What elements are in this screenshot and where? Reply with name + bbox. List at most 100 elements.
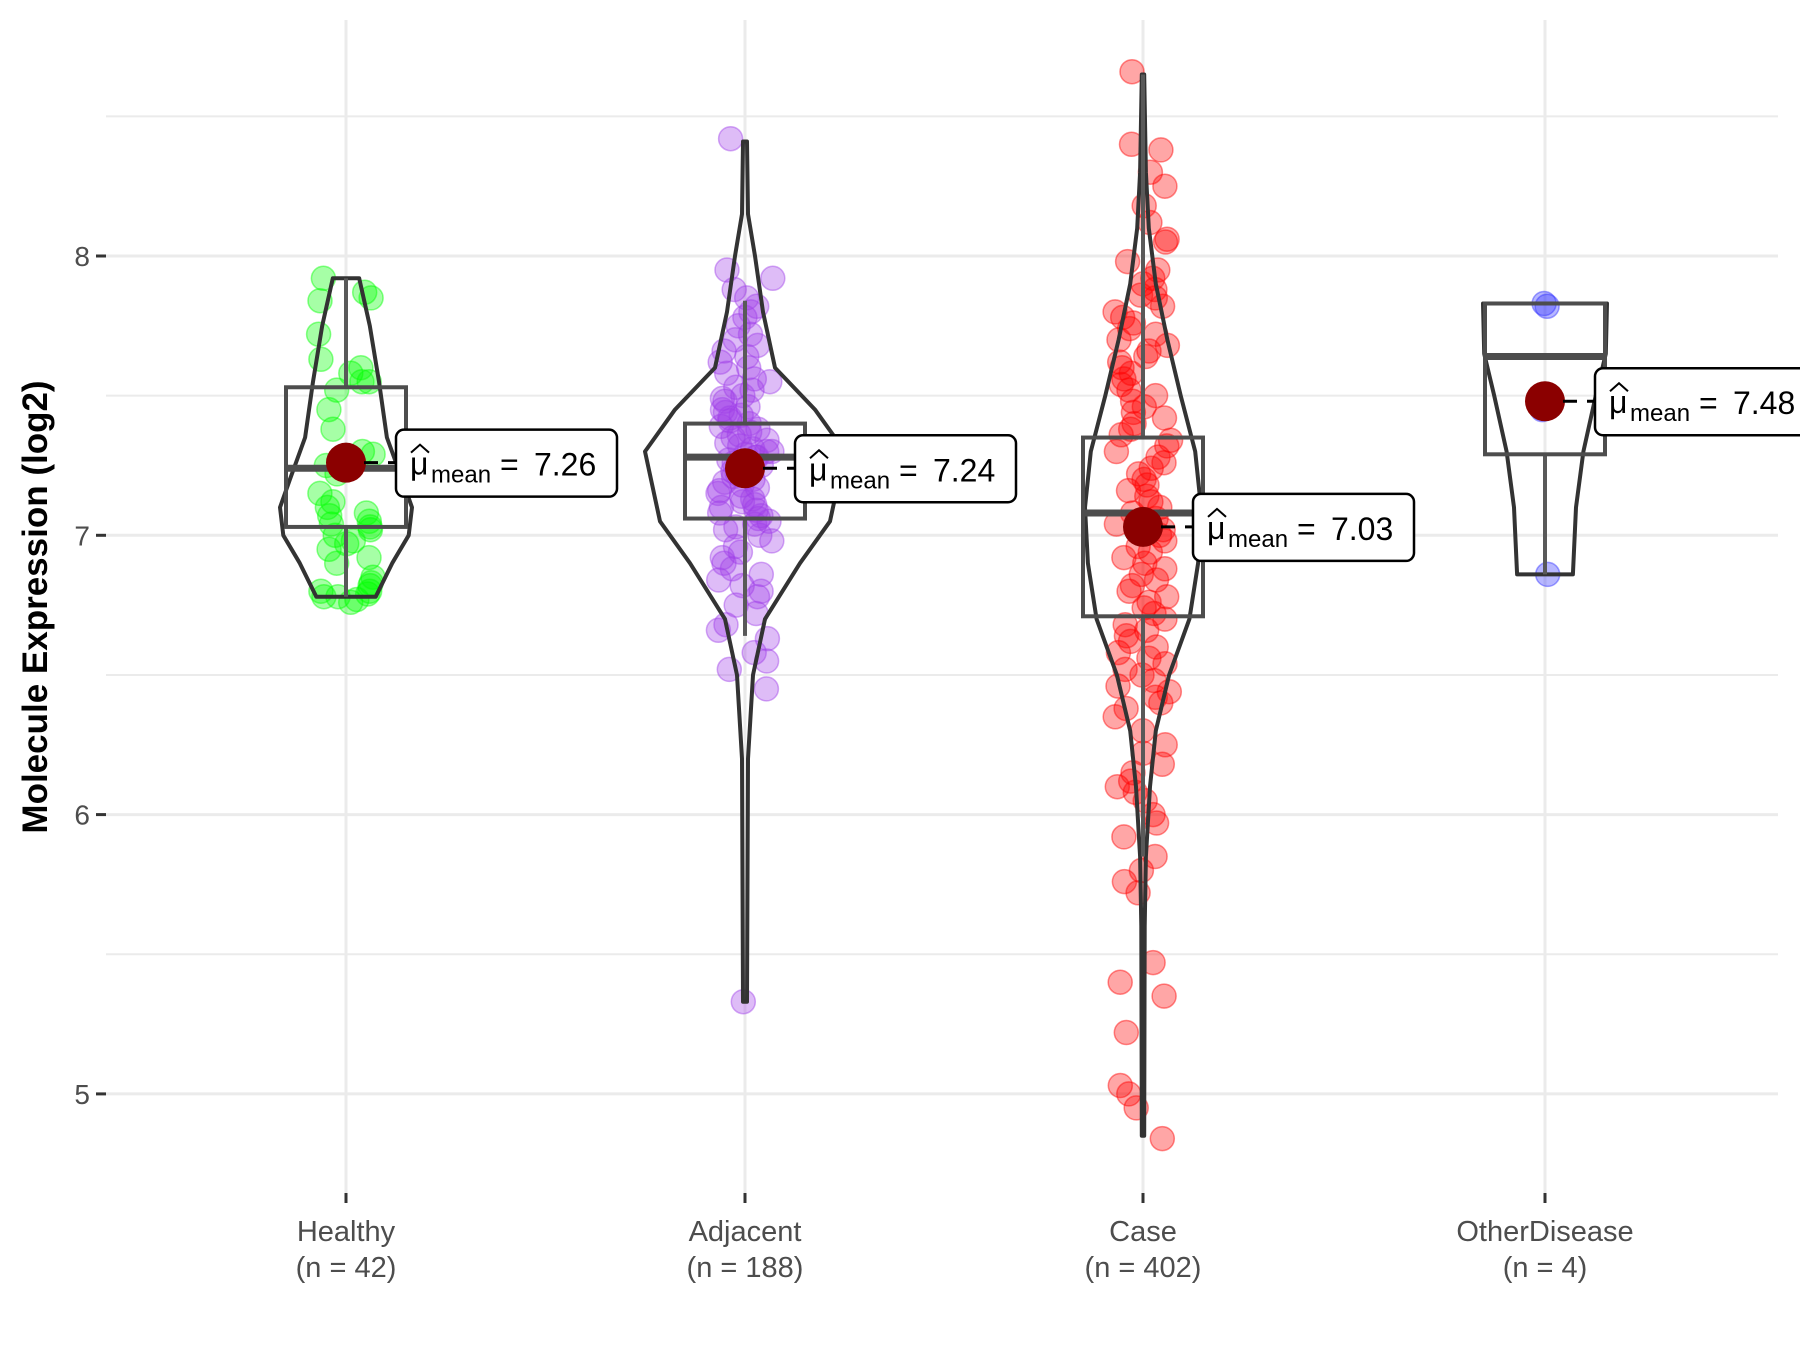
data-point [1107,1072,1134,1099]
data-point [1111,824,1137,850]
mean-symbol: μ [1207,510,1225,546]
hat-icon [410,443,430,454]
data-point [1143,567,1170,593]
data-point [1116,578,1142,604]
data-point [1115,477,1142,504]
data-point [314,494,341,521]
data-point [337,589,364,616]
data-point [729,489,756,515]
mean-labels: μ mean = 7.26 μ mean = 7.24μ mean = 7.03μ mean = … [364,366,1800,563]
data-point [717,125,744,152]
data-point [722,533,749,560]
data-point [1133,343,1159,370]
data-point [1142,843,1168,870]
mean-label: μ mean = 7.26 [394,428,619,498]
y-tick-label: 7 [74,520,90,551]
mean-symbol: μ [809,451,827,487]
data-point [709,544,736,571]
data-point [705,480,731,507]
data-point [1141,600,1167,627]
mean-value-label: = 7.26 [500,447,596,483]
data-point [709,385,736,412]
violin-outline [643,139,847,1004]
data-point [1157,427,1184,454]
data-point [712,388,738,414]
data-point [1534,293,1560,320]
mean-subscript: mean [431,462,491,489]
group-otherdisease [1481,290,1609,588]
mean-label-box [793,434,1018,504]
mean-value-label: = 7.03 [1297,511,1393,547]
mean-subscript: mean [1630,400,1690,427]
group-adjacent [643,125,847,1015]
data-point [1112,611,1138,638]
data-point [1152,173,1178,199]
y-tick-label: 5 [74,1079,90,1110]
data-point [756,508,782,535]
data-point [344,586,370,613]
data-point [320,416,346,442]
data-point [308,346,334,373]
hat-icon [1609,381,1629,392]
data-point [1138,455,1164,482]
data-point [1148,137,1174,163]
hat-icon [809,448,829,460]
data-point [356,544,382,571]
data-point [743,497,769,523]
data-point [708,413,735,440]
mean-point [725,448,765,489]
data-point [1128,561,1155,588]
data-point [1111,544,1137,571]
y-tick-label: 6 [74,800,90,831]
x-tick-label: Healthy [297,1216,396,1248]
mean-label-box [1191,492,1416,563]
mean-value-label: = 7.48 [1699,385,1795,421]
hat-icon [1207,507,1227,518]
data-point [1149,751,1176,778]
group-case [1081,58,1205,1152]
data-point [1134,472,1160,498]
group-healthy [278,265,414,616]
data-point [349,368,375,395]
data-point [323,377,350,403]
mean-symbol: μ [1609,384,1627,420]
y-tick-label: 8 [74,241,90,272]
data-point [754,427,780,454]
data-point [1131,466,1157,493]
data-point [1132,550,1158,576]
data-point [1113,623,1140,649]
data-point [1107,969,1133,995]
data-point [1151,983,1177,1009]
data-point [739,486,766,512]
data-point [717,408,743,434]
data-point [1102,299,1128,325]
data-point [713,360,740,387]
mean-label-box [394,428,619,498]
data-point [1111,366,1137,392]
data-point [354,581,381,607]
data-point [348,354,374,381]
data-point [1103,438,1130,465]
data-point [705,567,732,593]
data-point [722,327,748,353]
data-point [748,578,774,604]
x-tick-label: Adjacent [689,1216,802,1248]
data-point [747,522,773,549]
data-point [1151,449,1177,476]
data-point [1119,572,1146,599]
data-point [1104,773,1131,800]
data-point [728,402,754,428]
data-point [316,536,342,563]
data-point [1152,229,1179,255]
data-point [753,676,780,702]
data-point [723,592,749,618]
data-point [730,382,756,409]
data-point [736,419,763,445]
data-point [748,502,774,529]
data-point [1154,226,1180,252]
x-tick-sample-size: (n = 188) [687,1252,804,1284]
x-tick-sample-size: (n = 42) [296,1252,397,1284]
mean-subscript: mean [830,467,890,494]
mean-label: μ mean = 7.24 [793,434,1018,504]
data-point [735,394,761,420]
